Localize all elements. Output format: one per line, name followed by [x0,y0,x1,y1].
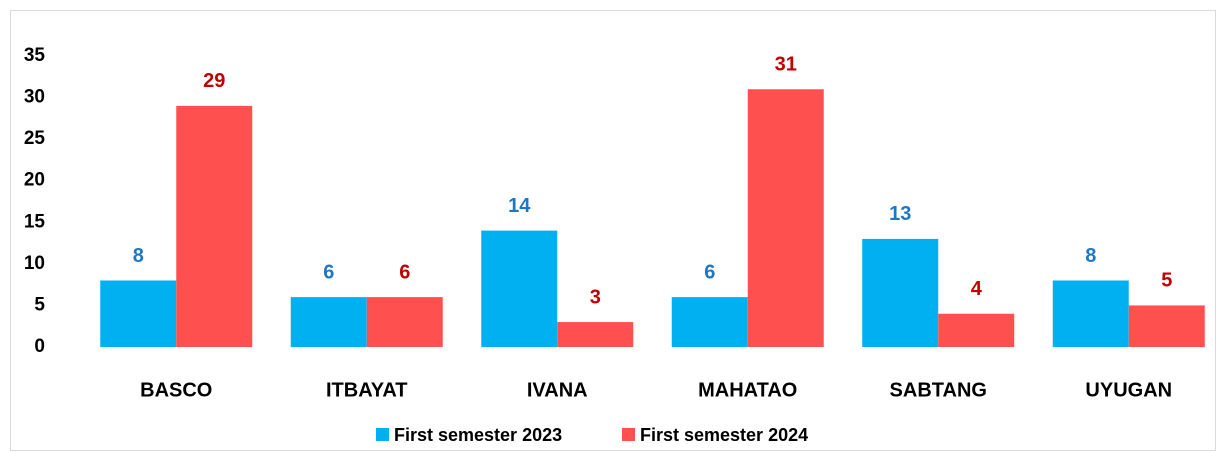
data-label: 8 [1085,245,1096,267]
bar [938,313,1015,347]
data-label: 6 [399,261,410,283]
data-label: 31 [775,54,797,76]
y-tick-label: 15 [24,211,46,232]
data-label: 13 [889,203,911,225]
x-tick-label: MAHATAO [698,379,797,401]
x-tick-label: ITBAYAT [326,379,408,401]
data-label: 6 [323,261,334,283]
data-label: 5 [1161,270,1172,292]
legend-swatch [376,428,389,441]
bar [290,297,367,347]
bar [862,238,939,347]
data-label: 29 [203,70,225,92]
bar [176,105,253,347]
bar [671,297,748,347]
data-label: 4 [971,278,983,300]
bar [747,89,824,347]
y-tick-label: 5 [34,294,45,315]
y-tick-label: 0 [34,336,45,357]
x-tick-label: UYUGAN [1085,379,1172,401]
legend-label: First semester 2024 [640,425,808,445]
y-tick-label: 25 [24,128,46,149]
data-label: 3 [590,286,601,308]
data-label: 6 [704,261,715,283]
bar [1052,280,1129,347]
bar [481,230,558,347]
bar [100,280,177,347]
y-tick-label: 20 [24,170,45,191]
bar [366,297,443,347]
y-tick-label: 35 [24,45,46,66]
x-tick-label: IVANA [527,379,588,401]
y-tick-label: 30 [24,87,45,108]
x-tick-label: SABTANG [890,379,987,401]
bar [1128,305,1205,347]
data-label: 8 [133,245,144,267]
bar [557,322,634,347]
data-label: 14 [508,195,531,217]
legend-swatch [622,428,635,441]
x-tick-label: BASCO [140,379,212,401]
legend-label: First semester 2023 [394,425,562,445]
y-tick-label: 10 [24,253,45,274]
